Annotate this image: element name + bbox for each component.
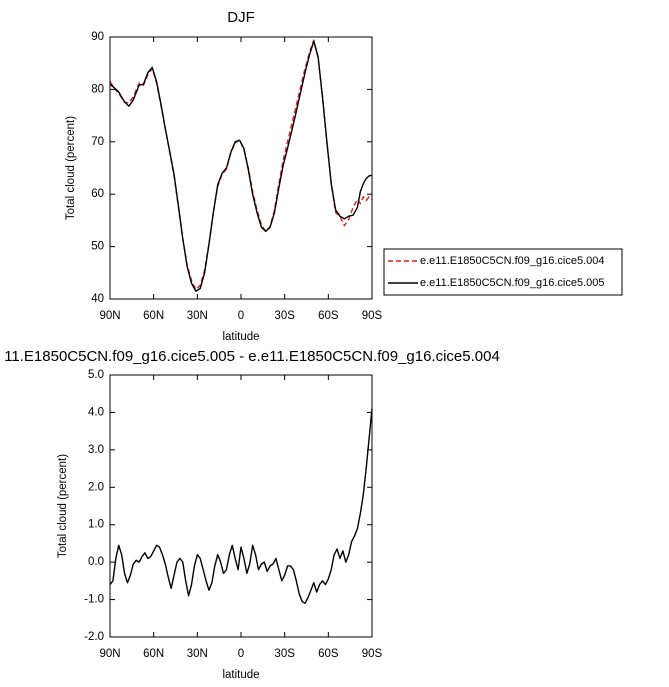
chart0-x-tick-label-4: 30S bbox=[274, 310, 295, 322]
chart1-series-0-line bbox=[109, 408, 373, 605]
chart0-legend: e.e11.E1850C5CN.f09_g16.cice5.004 e.e11.E… bbox=[383, 248, 623, 296]
chart0-y-tick-label-1: 50 bbox=[91, 241, 104, 253]
chart0-y-tick-label-0: 40 bbox=[91, 293, 104, 305]
chart0-x-tick-label-3: 0 bbox=[238, 310, 244, 322]
chart0-x-tick-label-1: 60N bbox=[143, 310, 164, 322]
chart1-y-tick-label-3: 1.0 bbox=[88, 519, 104, 531]
chart1-plot-frame bbox=[109, 374, 373, 638]
chart0-series-0-line bbox=[109, 39, 373, 291]
chart0-y-tick-label-5: 90 bbox=[91, 31, 104, 43]
chart0-y-tick-label-4: 80 bbox=[91, 83, 104, 95]
chart1-x-tick-label-6: 90S bbox=[362, 648, 383, 660]
chart0-group: DJF 40 50 60 70 80 90 90N 60N 30N 0 30S 60S 90S latitu… bbox=[65, 9, 623, 343]
chart1-y-tick-label-6: 4.0 bbox=[88, 406, 104, 418]
chart0-x-axis-label: latitude bbox=[222, 331, 259, 343]
chart1-x-tick-label-2: 30N bbox=[187, 648, 208, 660]
chart1-y-tick-label-0: -2.0 bbox=[84, 631, 104, 643]
chart1-y-tick-label-1: -1.0 bbox=[84, 594, 104, 606]
chart0-y-tick-label-3: 70 bbox=[91, 136, 104, 148]
chart0-legend-box bbox=[383, 248, 623, 296]
chart1-title: 11.E1850C5CN.f09_g16.cice5.005 - e.e11.E… bbox=[4, 348, 500, 365]
chart0-x-tick-label-2: 30N bbox=[187, 310, 208, 322]
chart0-legend-label-0: e.e11.E1850C5CN.f09_g16.cice5.004 bbox=[420, 255, 605, 267]
chart1-x-axis-label: latitude bbox=[222, 669, 259, 681]
chart1-x-tick-label-1: 60N bbox=[143, 648, 164, 660]
chart1-y-tick-label-2: 0.0 bbox=[88, 556, 104, 568]
chart1-y-tick-label-4: 2.0 bbox=[88, 481, 104, 493]
chart1-y-tick-label-5: 3.0 bbox=[88, 444, 104, 456]
chart0-x-tick-label-6: 90S bbox=[362, 310, 383, 322]
chart1-y-tick-label-7: 5.0 bbox=[88, 369, 104, 381]
chart1-x-tick-label-3: 0 bbox=[238, 648, 244, 660]
chart1-x-tick-label-4: 30S bbox=[274, 648, 295, 660]
chart0-x-tick-label-5: 60S bbox=[318, 310, 339, 322]
chart1-x-tick-label-5: 60S bbox=[318, 648, 339, 660]
chart0-y-tick-label-2: 60 bbox=[91, 188, 104, 200]
chart0-x-tick-label-0: 90N bbox=[99, 310, 120, 322]
chart1-x-tick-label-0: 90N bbox=[99, 648, 120, 660]
chart0-series-1-line bbox=[109, 40, 373, 292]
chart0-plot-frame bbox=[109, 36, 373, 300]
chart0-legend-label-1: e.e11.E1850C5CN.f09_g16.cice5.005 bbox=[420, 277, 605, 289]
chart0-title: DJF bbox=[227, 9, 255, 26]
chart0-y-axis-label: Total cloud (percent) bbox=[65, 116, 77, 220]
chart1-y-axis-label: Total cloud (percent) bbox=[57, 454, 69, 558]
chart1-group: 11.E1850C5CN.f09_g16.cice5.005 - e.e11.E… bbox=[4, 348, 500, 681]
